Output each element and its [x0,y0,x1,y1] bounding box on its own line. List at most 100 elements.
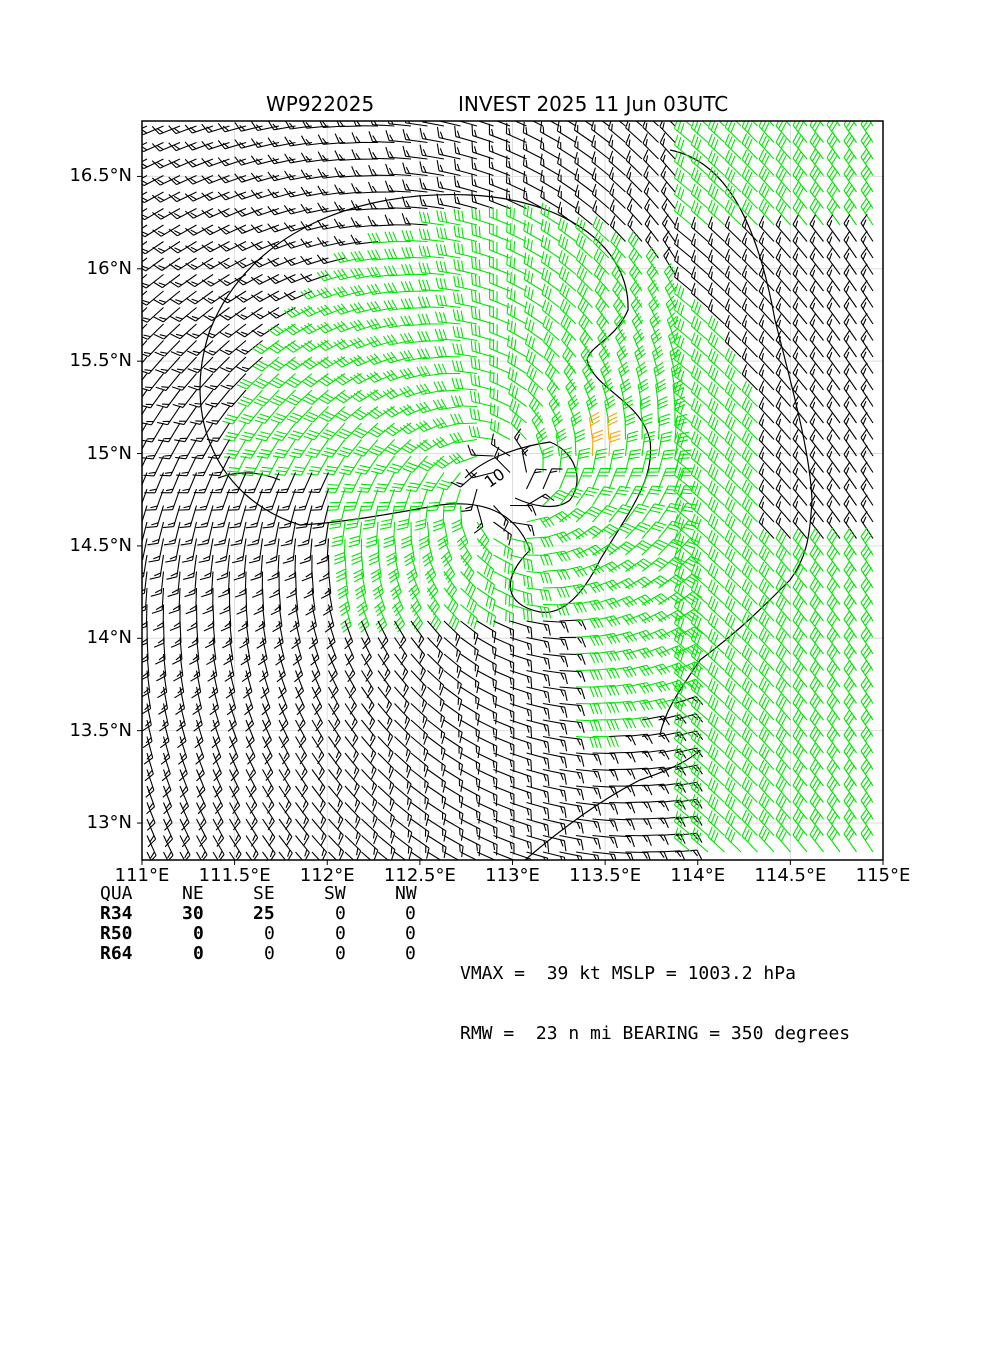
wind-barb [436,261,460,275]
wind-barb [213,506,230,528]
wind-barb [428,770,446,793]
wind-barb [332,522,345,546]
wind-barb [675,613,692,637]
wind-barb [281,522,296,546]
wind-barb [510,786,531,804]
wind-barb [444,572,457,599]
y-tick-label: 16°N [2,258,132,279]
wind-barb [443,489,460,511]
wind-barb [450,432,477,442]
wind-barb [543,570,570,580]
wind-barb [525,301,543,324]
wind-barb [419,212,444,225]
wind-barb [453,309,477,324]
wind-barb [477,555,494,580]
wind-barb [626,431,639,456]
wind-barb [560,671,585,682]
wind-barb [527,770,549,787]
wind-barb [675,234,692,258]
wind-barb [247,522,262,545]
wind-barb [557,137,576,159]
wind-barb [420,195,444,209]
wind-barb [510,506,536,516]
wind-barb [401,440,428,454]
wind-barb [393,489,411,510]
wind-barb [384,423,411,436]
y-tick-label: 15°N [2,443,132,464]
grid-lines [142,121,883,860]
wind-barb [366,522,378,547]
wind-barb [472,274,494,291]
wind-barb [452,378,477,390]
wind-barb [145,489,163,510]
wind-barb [543,819,566,835]
rmw-bearing-line: RMW = 23 n mi BEARING = 350 degrees [460,1024,900,1044]
wind-barb [146,506,163,528]
wind-barb [675,267,692,291]
storm-stats: VMAX = 39 kt MSLP = 1003.2 hPa RMW = 23 … [460,924,900,1064]
r50-se: 0 [264,924,275,944]
wind-barb [180,506,197,528]
y-tick-label: 14°N [2,627,132,648]
wind-barb [793,826,807,852]
wind-barb [560,620,586,630]
wind-barb [625,413,635,439]
r64-ne: 0 [193,944,204,964]
wind-barb [584,379,595,407]
wind-barb [436,312,461,324]
wind-barb [675,201,692,225]
wind-barb [675,184,692,208]
wind-barb [675,151,692,175]
wind-barb [560,654,586,665]
wind-barb [461,687,480,709]
wind-barb [675,250,692,274]
wind-barb [593,487,615,506]
wind-barb [455,142,477,159]
wind-barb [373,572,384,600]
wind-barb [626,468,645,489]
wind-barb [759,826,774,852]
wind-barb [541,251,559,274]
wind-barb [541,219,559,242]
y-tick-label: 13.5°N [2,720,132,741]
wind-barb [536,428,547,456]
wind-barb [527,671,550,687]
wind-barb [861,825,873,852]
r64-se: 0 [264,944,275,964]
wind-barb [527,704,550,720]
wind-barb [527,753,550,769]
wind-barb [266,539,279,564]
wind-barb [844,825,857,852]
wind-barb-map: 10 [0,0,1000,1000]
wind-barb [524,285,543,307]
wind-barb [576,469,595,489]
wind-barb [403,163,428,176]
wind-barb [558,202,576,225]
wind-barb [560,753,584,767]
wind-barb [593,598,621,609]
wind-barb [461,555,475,582]
wind-barb [346,506,361,529]
wind-barb [543,836,566,852]
wind-barb [560,819,584,834]
wind-barb [543,687,567,701]
wind-barb [367,407,394,419]
wind-barb [217,555,230,580]
contour-label: 10 [481,464,509,491]
wind-barb [574,103,592,126]
wind-radii-table: QUA NE SE SW NW R34 30 25 0 0 R50 0 0 0 … [100,884,440,968]
wind-barb [437,127,460,143]
wind-barb [386,113,411,126]
wind-barb [574,120,592,143]
wind-barb [810,825,824,852]
wind-barb [437,110,460,126]
wind-barb [543,587,569,597]
x-tick-label: 115°E [823,865,943,886]
wind-barb [543,704,567,718]
wind-barb [251,555,263,580]
wind-barb [329,506,345,529]
wind-barb [560,836,584,851]
south-contour [525,750,700,860]
wind-barb [543,638,568,650]
wind-barb [140,390,163,408]
